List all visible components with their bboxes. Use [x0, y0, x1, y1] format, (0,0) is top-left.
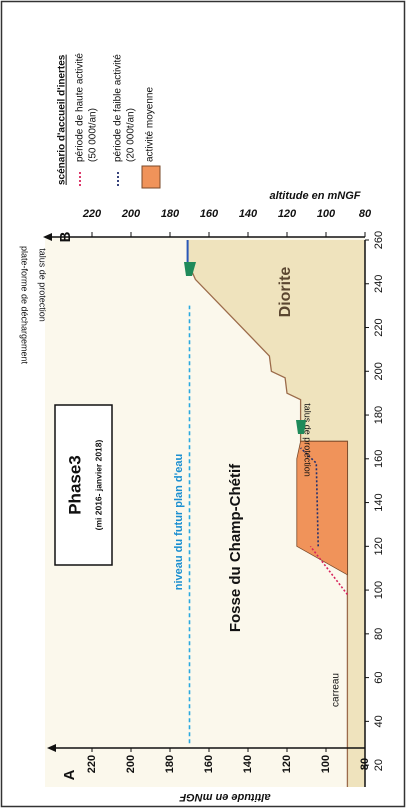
y-tick-label: 80: [359, 758, 371, 770]
phase-box: [54, 404, 113, 566]
y-tick-label: 160: [203, 755, 215, 773]
legend-note: (20 000t/an): [126, 108, 137, 162]
x-tick-label: 40: [373, 715, 385, 727]
x-tick-label: 80: [373, 628, 385, 640]
y2-tick-label: 200: [121, 208, 141, 220]
x-tick-label: 200: [373, 362, 385, 380]
legend-label: période de faible activité: [113, 54, 124, 162]
x-tick-label: 20: [373, 759, 385, 771]
x-tick-label: 160: [373, 450, 385, 468]
y2-tick-label: 160: [200, 208, 219, 220]
platform-label: plate-forme de déchargement: [20, 246, 30, 365]
plot: 2040608010012014016018020022024026080100…: [82, 208, 385, 787]
water-label: niveau du futur plan d'eau: [173, 454, 185, 590]
legend-note: (50 000t/an): [88, 108, 99, 162]
y-tick-label: 220: [86, 755, 98, 773]
y-tick-label: 100: [320, 755, 332, 773]
y-tick-label: 180: [164, 755, 176, 773]
y-tick-label: 200: [125, 755, 137, 773]
annotation: talus de protection: [303, 403, 313, 477]
chart-title: Phase3: [65, 455, 84, 515]
fill-area: [296, 440, 348, 576]
annotation: Diorite: [277, 267, 294, 318]
section-marker: A: [61, 769, 78, 780]
chart-subtitle: (mi 2016- janvier 2018): [93, 439, 103, 530]
annotation: talus de protection: [38, 248, 48, 322]
x-tick-label: 100: [373, 581, 385, 599]
y2-tick-label: 180: [161, 208, 180, 220]
legend: période de haute activité (50 000t/an) pér…: [75, 53, 161, 189]
arrow: [43, 233, 52, 241]
y2-tick-label: 100: [317, 208, 336, 220]
y2-tick-label: 120: [278, 208, 297, 220]
x-tick-label: 140: [373, 493, 385, 511]
x-tick-label: 220: [373, 318, 385, 336]
x-tick-label: 120: [373, 537, 385, 555]
y2-tick-label: 220: [82, 208, 102, 220]
arrow: [47, 744, 56, 752]
diorite-area: [187, 240, 365, 787]
talus-marker: [296, 420, 306, 434]
y-tick-label: 120: [281, 755, 293, 773]
annotation: Fosse du Champ-Chétif: [227, 463, 244, 632]
x-tick-label: 260: [373, 231, 385, 249]
y2-tick-label: 80: [359, 208, 372, 220]
scenario-line: [300, 447, 319, 547]
legend-label: activité moyenne: [145, 87, 156, 162]
legend-title: scénario d'accueil d'inertes: [57, 54, 68, 185]
talus-marker: [184, 262, 196, 276]
legend-swatch: [141, 165, 161, 189]
legend-label: période de haute activité: [75, 53, 86, 162]
y2-axis-title: altitude en mNGF: [269, 190, 360, 202]
y-tick-label: 140: [242, 755, 254, 773]
y-axis-title: altitude en mNGF: [179, 791, 270, 803]
x-tick-label: 60: [373, 671, 385, 683]
y2-tick-label: 140: [239, 208, 258, 220]
annotation: carreau: [331, 673, 342, 707]
x-tick-label: 180: [373, 406, 385, 424]
x-tick-label: 240: [373, 275, 385, 293]
